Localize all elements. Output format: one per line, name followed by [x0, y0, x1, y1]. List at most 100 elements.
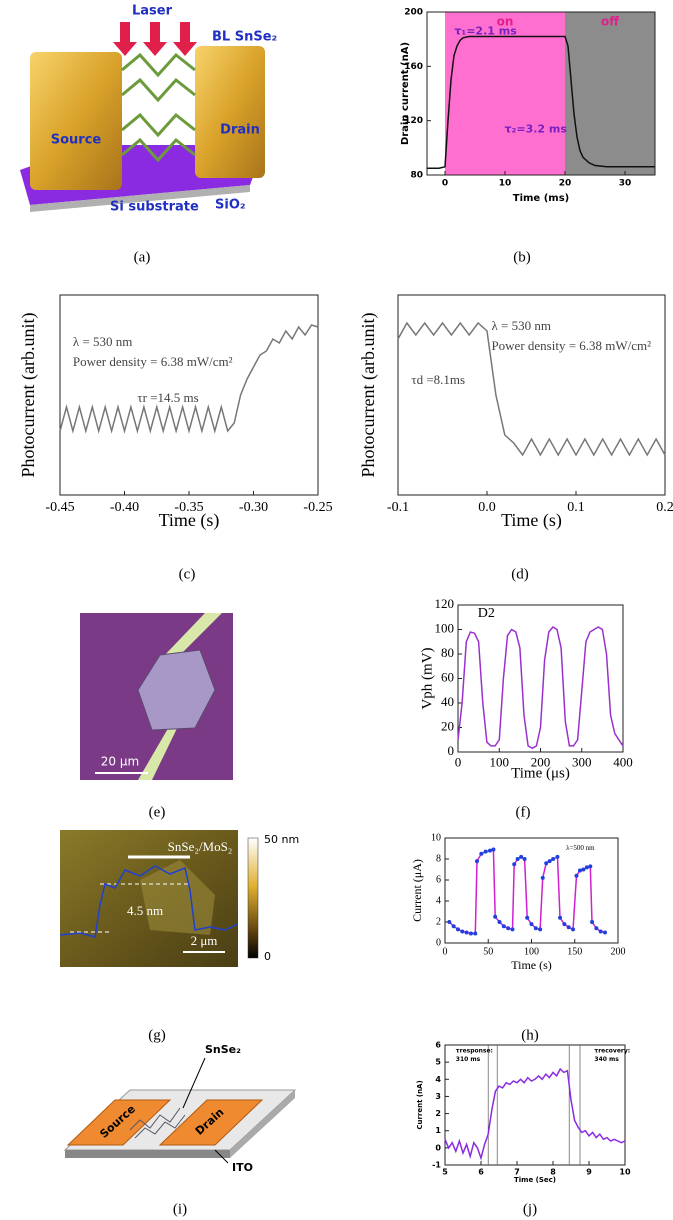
source-pad: [66, 1099, 172, 1146]
data-point: [460, 929, 465, 934]
source-block: [30, 52, 122, 190]
colorbar: [247, 837, 259, 959]
y-tick-label: 60: [441, 669, 454, 684]
x-tick-label: 10: [499, 179, 512, 189]
panel-label: (h): [521, 1027, 539, 1043]
data-point: [512, 862, 517, 867]
panel-label: (d): [511, 566, 529, 582]
data-point: [551, 857, 556, 861]
x-axis-label: Time (μs): [511, 765, 570, 781]
data-point: [475, 859, 480, 864]
pointer: [214, 1149, 229, 1164]
panel-label: (c): [179, 566, 196, 582]
x-axis-label: Time (ms): [513, 193, 569, 204]
region-label: off: [601, 15, 619, 29]
material-label: SnSe₂: [205, 1043, 241, 1056]
data-point: [603, 930, 608, 935]
data-point: [588, 864, 593, 869]
data-point: [501, 924, 506, 929]
data-point: [447, 920, 452, 924]
x-tick-label: 150: [567, 946, 582, 957]
x-tick-label: -0.35: [174, 500, 203, 515]
data-point: [598, 929, 603, 934]
x-tick-label: 100: [490, 755, 510, 770]
data-point: [493, 914, 498, 919]
data-point: [581, 867, 586, 872]
y-tick-label: 160: [404, 62, 423, 72]
annotation: 340 ms: [594, 1056, 619, 1063]
y-axis-label: Photocurrent (arb.unit): [18, 313, 39, 478]
source-label: Source: [51, 133, 102, 148]
data-point: [566, 925, 571, 930]
x-tick-label: -0.25: [303, 500, 332, 515]
substrate-layer: [30, 185, 250, 212]
data-point: [464, 930, 469, 935]
x-tick-label: 8: [550, 1168, 556, 1177]
data-point: [506, 926, 511, 931]
drain-pad: [158, 1099, 264, 1146]
data-line: [397, 321, 666, 457]
x-tick-label: 100: [524, 946, 539, 957]
y-tick-label: 100: [435, 620, 455, 635]
x-axis-label: Time (s): [501, 510, 562, 531]
data-point: [533, 926, 538, 931]
y-axis-label: Current (nA): [416, 1080, 424, 1129]
data-point: [577, 868, 582, 873]
y-tick-label: 0: [435, 1143, 441, 1152]
annotation: Power density = 6.38 mW/cm²: [491, 338, 651, 353]
y-tick-label: 20: [441, 718, 454, 733]
x-tick-label: 5: [442, 1168, 448, 1177]
laser-label: Laser: [132, 4, 173, 19]
scale-label: 20 μm: [101, 755, 139, 769]
y-tick-label: 1: [435, 1126, 441, 1135]
drain-block: [195, 46, 265, 178]
image-title: SnSe₂/MoS₂: [168, 839, 233, 854]
y-tick-label: 5: [435, 1058, 441, 1067]
data-point: [529, 922, 534, 927]
electrode: [138, 718, 182, 780]
data-point: [479, 851, 484, 856]
x-axis-label: Time (s): [511, 958, 552, 972]
y-tick-label: 0: [448, 743, 455, 758]
data-point: [473, 931, 478, 936]
height-label: 4.5 nm: [127, 903, 163, 918]
data-point: [538, 927, 543, 932]
x-tick-label: 6: [478, 1168, 484, 1177]
y-axis-label: Vph (mV): [419, 647, 435, 709]
y-axis-label: Current (μA): [410, 859, 424, 922]
data-point: [540, 875, 545, 880]
data-point: [562, 922, 567, 927]
data-line: [444, 1067, 626, 1161]
data-point: [451, 924, 456, 929]
data-point: [483, 849, 488, 854]
data-line: [457, 626, 624, 750]
data-point: [487, 848, 492, 853]
x-tick-label: 50: [483, 946, 493, 957]
data-point: [590, 920, 595, 924]
annotation: τ₁=2.1 ms: [454, 25, 517, 38]
annotation: D2: [478, 606, 495, 621]
y-tick-label: 200: [404, 8, 423, 18]
scale-label: 2 μm: [191, 933, 218, 948]
lattice: [121, 52, 196, 163]
data-point: [547, 859, 552, 864]
annotation: λ = 530 nm: [491, 318, 551, 333]
data-point: [544, 861, 549, 866]
panel-label: (i): [173, 1201, 187, 1217]
panel-label: (e): [149, 804, 166, 820]
data-point: [584, 865, 589, 870]
flake: [140, 860, 215, 935]
y-tick-label: 6: [436, 874, 441, 885]
y-tick-label: 8: [436, 853, 441, 864]
chart: 0 50 100 150 200 0 2 4 6 8 10 Time (s) Current (μA) λ…: [410, 832, 626, 971]
x-tick-label: -0.1: [387, 500, 409, 515]
x-tick-label: -0.45: [45, 500, 74, 515]
x-tick-label: 7: [514, 1168, 520, 1177]
region-label: on: [497, 15, 514, 29]
data-point: [522, 857, 527, 861]
y-tick-label: 120: [435, 596, 455, 611]
y-tick-label: 6: [435, 1041, 441, 1050]
x-tick-label: -0.40: [110, 500, 139, 515]
